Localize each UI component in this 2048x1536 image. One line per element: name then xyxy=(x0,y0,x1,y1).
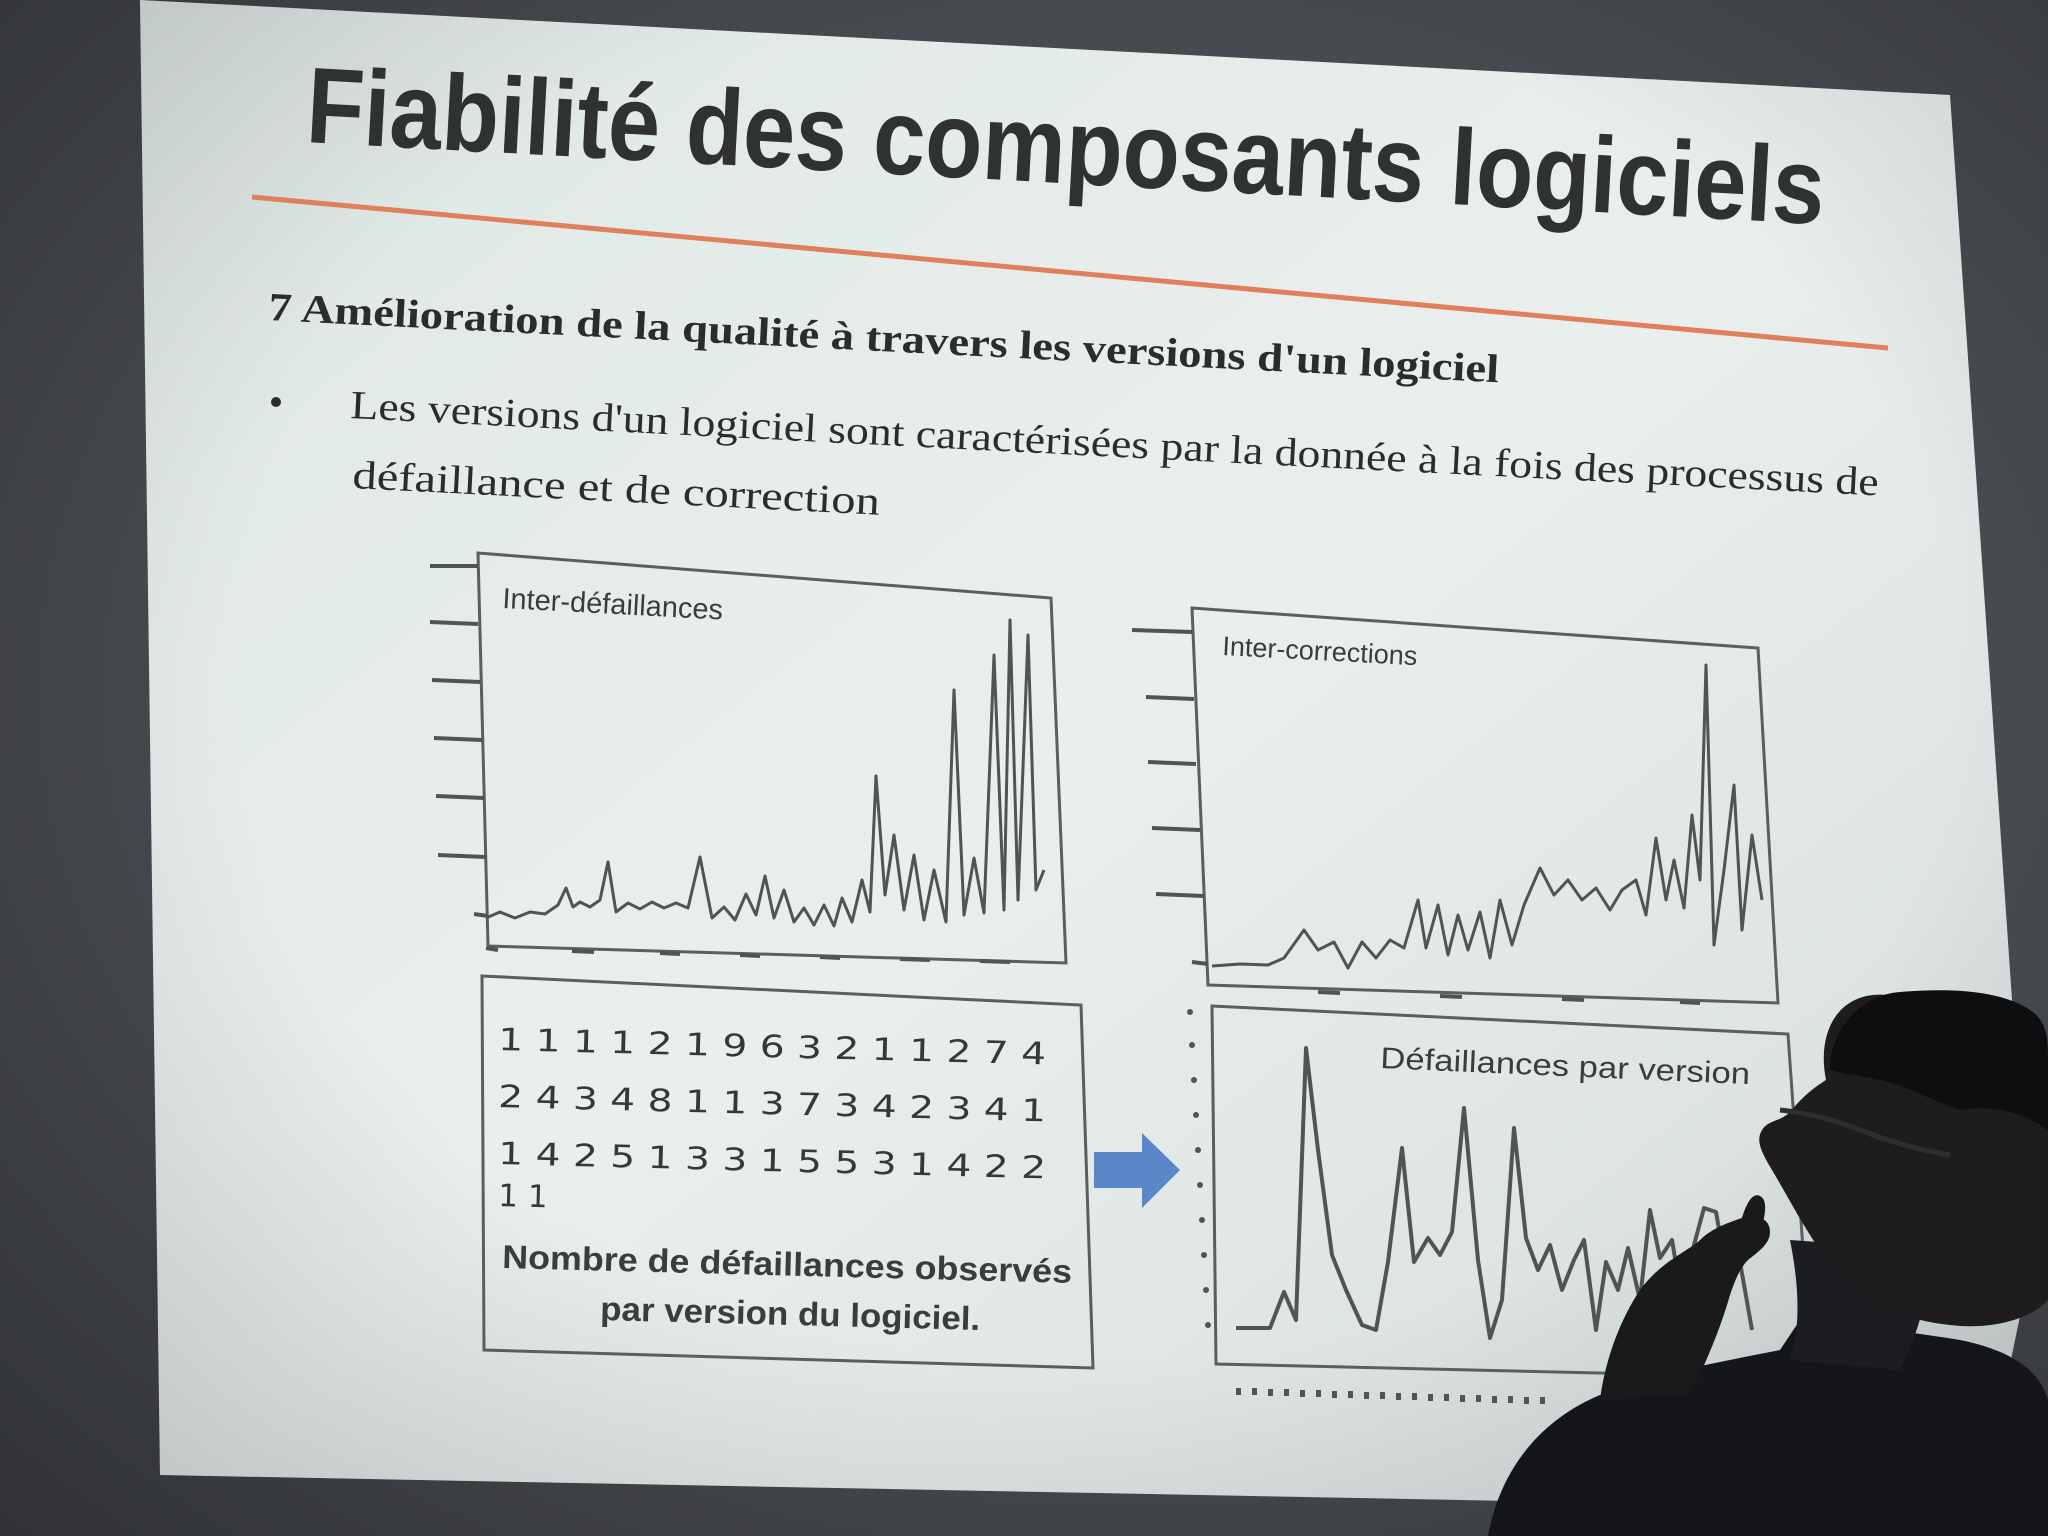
y-axis-ticks xyxy=(429,564,489,918)
y-axis-ticks xyxy=(1131,628,1209,966)
series-line xyxy=(485,618,1046,928)
person-silhouette xyxy=(1488,990,2048,1536)
x-axis-ticks xyxy=(1317,990,1701,1005)
series-line xyxy=(1211,663,1764,970)
title-underline xyxy=(251,194,1889,351)
right-arrow-icon xyxy=(1094,1133,1180,1208)
bullet-dot xyxy=(271,397,281,407)
chart-frame xyxy=(1190,606,1780,1005)
x-axis-ticks xyxy=(1236,1388,1545,1404)
x-axis-ticks xyxy=(485,946,1011,964)
counts-row-4: 1 1 xyxy=(498,1178,548,1215)
person-body xyxy=(1488,1320,2048,1536)
series-line xyxy=(1236,1046,1754,1340)
chart-frame xyxy=(476,551,1068,965)
y-axis-ticks xyxy=(1187,1009,1211,1328)
person-hand xyxy=(1600,1216,1770,1400)
glasses xyxy=(1779,1107,1951,1158)
counts-frame xyxy=(480,974,1095,1370)
